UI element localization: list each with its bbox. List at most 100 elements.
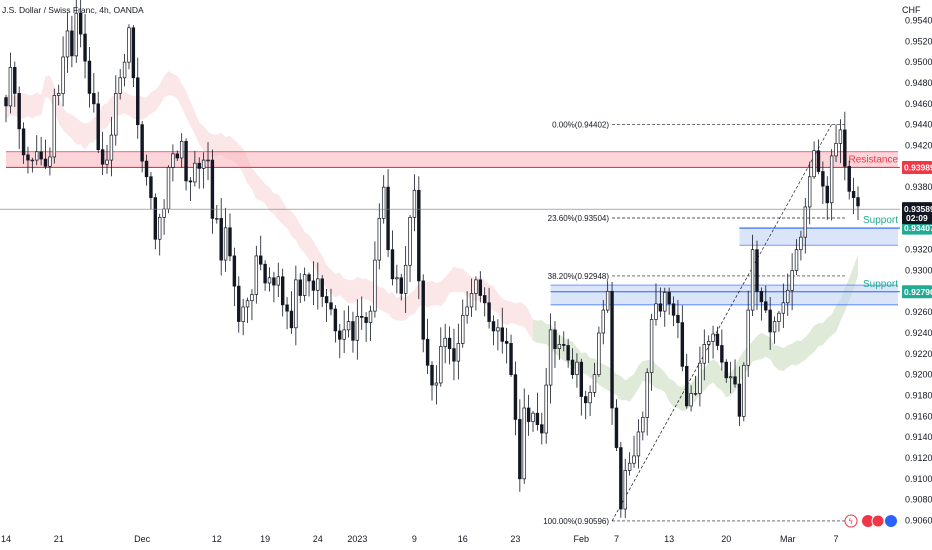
- candle-body-161: [711, 333, 715, 342]
- zone-label-1: Support: [863, 215, 898, 226]
- zone-label-0: Resistance: [849, 154, 899, 165]
- candle-body-176: [777, 312, 781, 322]
- candle-body-63: [280, 276, 285, 306]
- candle-body-114: [504, 340, 509, 344]
- candle-body-68: [302, 274, 307, 296]
- candle-body-12: [56, 93, 61, 96]
- candle-body-86: [381, 186, 386, 219]
- candle-body-128: [566, 345, 570, 361]
- candle-body-4: [21, 128, 26, 156]
- candle-body-169: [746, 309, 750, 366]
- fib-label-2: 38.20%(0.92948): [548, 272, 610, 281]
- candle-body-151: [667, 292, 671, 305]
- ichimoku-cloud: [6, 71, 858, 412]
- candle-body-166: [733, 376, 737, 385]
- candle-body-94: [417, 189, 421, 282]
- x-tick-0: 14: [1, 534, 11, 544]
- candle-body-20: [92, 93, 96, 105]
- footer-icons[interactable]: ϟ: [844, 514, 897, 528]
- x-tick-15: 7: [834, 534, 839, 544]
- candle-body-82: [364, 317, 368, 323]
- candle-body-131: [579, 361, 584, 397]
- candle-body-153: [676, 314, 680, 323]
- candle-body-52: [232, 255, 237, 287]
- candle-body-160: [706, 340, 711, 345]
- candle-body-181: [799, 236, 803, 251]
- candle-body-133: [588, 392, 592, 404]
- candle-body-124: [548, 329, 553, 386]
- candle-body-159: [702, 344, 707, 364]
- candle-body-137: [605, 290, 610, 311]
- candle-body-170: [750, 249, 755, 311]
- candle-body-194: [856, 197, 860, 207]
- flag-icon-3[interactable]: [885, 515, 897, 527]
- zone-resistance-0: [6, 151, 898, 168]
- candle-body-162: [715, 333, 720, 346]
- candle-body-67: [298, 279, 302, 296]
- candle-body-87: [386, 186, 390, 251]
- y-tick-24: 0.90600: [905, 516, 932, 526]
- lightning-glyph: ϟ: [848, 517, 853, 526]
- price-badge-text-0: 0.93989: [904, 162, 932, 172]
- candle-body-186: [821, 171, 825, 187]
- candle-body-40: [179, 140, 184, 159]
- candle-body-85: [377, 218, 382, 261]
- candle-body-55: [245, 300, 250, 308]
- price-badge-2: [902, 285, 932, 299]
- candle-body-38: [171, 153, 175, 168]
- x-tick-9: 23: [510, 534, 520, 544]
- candle-body-25: [114, 93, 118, 136]
- candle-body-61: [272, 277, 276, 286]
- candle-body-138: [610, 290, 614, 409]
- candle-body-163: [720, 345, 724, 363]
- candle-body-62: [276, 276, 281, 286]
- x-tick-7: 9: [412, 534, 417, 544]
- candle-body-152: [671, 303, 676, 316]
- candle-body-106: [469, 293, 474, 308]
- candle-body-8: [39, 151, 43, 160]
- candle-body-100: [443, 337, 447, 347]
- candle-body-191: [843, 129, 847, 167]
- flag-icon-2[interactable]: [871, 514, 885, 528]
- candle-body-17: [78, 12, 83, 35]
- fib-label-1: 23.60%(0.93504): [548, 214, 610, 223]
- price-badge-1: [902, 221, 932, 235]
- candle-body-144: [636, 431, 641, 457]
- x-tick-1: 21: [54, 534, 64, 544]
- candle-body-185: [816, 150, 821, 172]
- candle-body-177: [781, 302, 786, 314]
- fibonacci-levels: 0.00%(0.94402) 23.60%(0.93504) 38.20%(0.92…: [543, 120, 845, 526]
- candle-body-164: [724, 361, 728, 379]
- candle-body-73: [324, 296, 329, 304]
- candle-body-51: [228, 227, 232, 257]
- candle-body-24: [109, 134, 114, 161]
- candle-body-173: [764, 301, 768, 311]
- candle-body-115: [509, 343, 513, 376]
- price-badge-text-1: 0.93407: [904, 223, 932, 233]
- candle-body-143: [632, 455, 636, 464]
- candle-body-111: [491, 321, 496, 332]
- zone-support-2: [550, 285, 898, 305]
- candle-body-35: [157, 217, 162, 240]
- candle-body-74: [329, 302, 333, 310]
- candle-body-125: [553, 329, 557, 349]
- candle-body-15: [70, 30, 74, 57]
- flag-icon-1[interactable]: [862, 515, 874, 527]
- candle-body-155: [685, 365, 689, 407]
- candle-body-84: [373, 259, 377, 312]
- cloud-area-bull: [533, 254, 858, 412]
- candle-body-165: [728, 376, 733, 379]
- lightning-icon[interactable]: [844, 514, 858, 528]
- currency-label: CHF: [902, 5, 921, 15]
- fib-label-0: 0.00%(0.94402): [552, 120, 609, 129]
- candle-body-41: [184, 140, 188, 182]
- candle-body-120: [531, 412, 535, 422]
- candle-body-98: [434, 382, 439, 386]
